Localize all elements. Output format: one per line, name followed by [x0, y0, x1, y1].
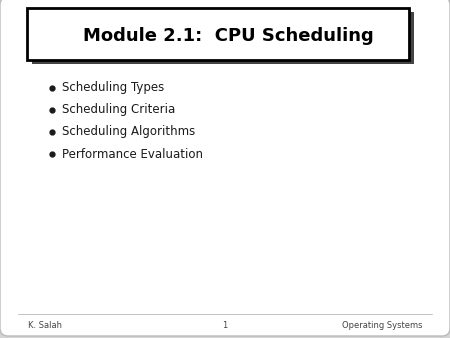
Text: Operating Systems: Operating Systems — [342, 320, 422, 330]
Text: Performance Evaluation: Performance Evaluation — [62, 147, 203, 161]
Text: Scheduling Criteria: Scheduling Criteria — [62, 103, 175, 117]
FancyBboxPatch shape — [32, 12, 414, 64]
Text: Scheduling Types: Scheduling Types — [62, 81, 164, 95]
Text: K. Salah: K. Salah — [28, 320, 62, 330]
Text: Scheduling Algorithms: Scheduling Algorithms — [62, 125, 195, 139]
Text: 1: 1 — [222, 320, 228, 330]
FancyBboxPatch shape — [27, 8, 409, 60]
Text: Module 2.1:  CPU Scheduling: Module 2.1: CPU Scheduling — [83, 27, 373, 45]
